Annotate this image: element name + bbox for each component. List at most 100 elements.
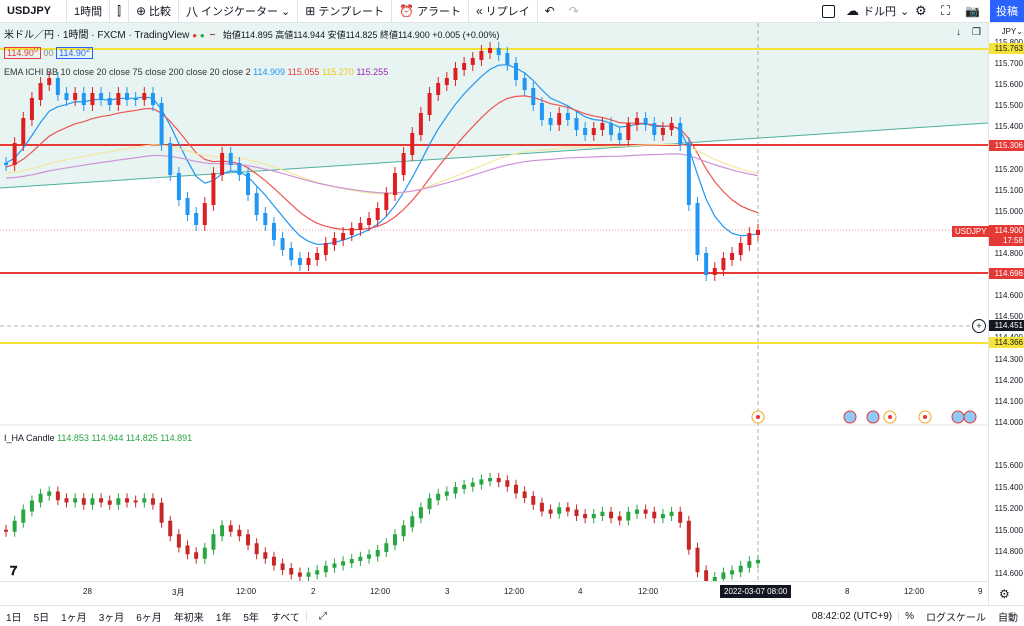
pane-restore-button[interactable]: ❐	[972, 27, 981, 38]
price-axis[interactable]: JPY⌄ 115.800 115.700 115.600 115.500 115.400…	[988, 23, 1024, 605]
range-ytd-button[interactable]: 年初来	[173, 612, 204, 624]
time-label: 8	[845, 587, 850, 596]
alert-label: アラート	[416, 6, 461, 18]
candle-body	[747, 233, 752, 245]
range-all-button[interactable]: すべて	[270, 612, 300, 624]
redo-button[interactable]: ↷	[562, 0, 586, 22]
candle-body	[176, 173, 181, 200]
ha-body	[99, 498, 104, 503]
undo-button[interactable]: ↶	[538, 0, 562, 22]
candle-body	[306, 258, 311, 265]
ha-body	[38, 493, 43, 503]
candle-body	[332, 238, 337, 245]
spread-value: 00	[43, 48, 54, 58]
range-5y-button[interactable]: 5年	[243, 612, 259, 624]
minus-icon[interactable]: −	[207, 30, 218, 41]
replay-icon: «	[475, 4, 483, 18]
candle-body	[21, 118, 26, 145]
ha-body	[505, 480, 510, 487]
auto-scale-toggle[interactable]: 自動	[998, 612, 1018, 624]
price-label-text: 114.900	[994, 226, 1023, 235]
candle-body	[522, 78, 527, 90]
price-tick: 114.300	[994, 354, 1023, 364]
interval-button[interactable]: 1時間	[67, 0, 111, 22]
range-1y-button[interactable]: 1年	[215, 612, 232, 624]
ha-body	[332, 563, 337, 568]
log-scale-toggle[interactable]: ログスケール	[926, 612, 986, 624]
ha-body	[626, 511, 631, 521]
range-1d-button[interactable]: 1日	[6, 612, 22, 624]
currency-unit-button[interactable]: JPY⌄	[1001, 27, 1023, 36]
price-tick: 114.600	[994, 568, 1023, 578]
flag-us-icon[interactable]	[951, 410, 965, 424]
ha-body	[418, 507, 423, 519]
symbol-search-button[interactable]: USDJPY	[0, 0, 67, 22]
candle-body	[643, 118, 648, 125]
ha-body	[583, 514, 588, 519]
range-6m-button[interactable]: 6ヶ月	[136, 612, 162, 624]
price-label-text: 115.763	[994, 44, 1023, 53]
time-axis[interactable]: 28 3月 12:00 2 12:00 3 12:00 4 12:00 8 12…	[0, 581, 988, 606]
ha-body	[125, 498, 130, 503]
event-dot-icon	[888, 415, 892, 419]
range-1m-button[interactable]: 1ヶ月	[61, 612, 87, 624]
settings-button[interactable]: ⚙	[915, 0, 927, 22]
cloud-area	[0, 23, 988, 188]
clock[interactable]: 08:42:02 (UTC+9)	[811, 610, 893, 622]
candle-body	[721, 258, 726, 270]
candle-body	[150, 93, 155, 105]
flag-us-icon[interactable]	[843, 410, 857, 424]
flag-us-icon[interactable]	[963, 410, 977, 424]
chart-type-button[interactable]: ⫿	[110, 0, 129, 22]
chart-canvas[interactable]: 𝟕	[0, 23, 989, 587]
sell-price[interactable]: 114.900	[4, 45, 42, 59]
event-dot-icon	[756, 415, 760, 419]
alert-button[interactable]: ⏰ アラート	[392, 0, 469, 22]
templates-button[interactable]: ⊞ テンプレート	[298, 0, 392, 22]
candle-body	[254, 193, 259, 215]
ha-body	[211, 534, 216, 550]
candle-body	[280, 238, 285, 250]
layout-button[interactable]	[822, 0, 835, 22]
ohlc-values: 始値114.895 高値114.944 安値114.825 終値114.900 …	[222, 30, 500, 40]
post-button[interactable]: 投稿	[990, 0, 1024, 22]
symbol-tag-text: USDJPY	[955, 227, 987, 236]
currency-button[interactable]: ☁ ドル円 ⌄	[846, 0, 909, 22]
ha-high: 114.944	[91, 433, 124, 443]
ha-body	[712, 577, 717, 582]
candle-body	[548, 118, 553, 125]
axis-settings-button[interactable]: ⚙	[999, 587, 1010, 601]
indicators-button[interactable]: ⼋インジケーター ⌄	[179, 0, 299, 22]
buy-price[interactable]: 114.902	[56, 45, 94, 59]
candle-body	[444, 78, 449, 85]
crosshair-price-label: 114.451	[989, 320, 1024, 331]
time-label: 9	[978, 587, 983, 596]
ha-body	[323, 565, 328, 573]
ha-body	[81, 498, 86, 505]
price-tick: 114.100	[994, 396, 1023, 406]
price-label-114366: 114.366	[989, 337, 1024, 348]
flag-us-icon[interactable]	[866, 410, 880, 424]
range-3m-button[interactable]: 3ヶ月	[98, 612, 125, 624]
snapshot-button[interactable]: 📷	[965, 0, 980, 22]
ha-body	[531, 496, 536, 505]
percent-toggle[interactable]: %	[898, 610, 920, 622]
chart-area[interactable]: 𝟕	[0, 23, 989, 587]
undo-icon: ↶	[544, 4, 555, 18]
ha-body	[522, 491, 527, 498]
candle-body	[47, 78, 52, 85]
range-5d-button[interactable]: 5日	[33, 612, 50, 624]
time-label: 28	[83, 587, 92, 596]
pane-down-button[interactable]: ↓	[956, 27, 961, 38]
symbol-label: USDJPY	[7, 5, 52, 17]
chevron-down-icon: ⌄	[281, 5, 291, 18]
ha-body	[254, 543, 259, 555]
compare-button[interactable]: ⊕ 比較	[129, 0, 180, 22]
goto-date-button[interactable]: ⤢	[305, 610, 339, 622]
fullscreen-button[interactable]: ⛶	[941, 0, 950, 22]
candle-body	[609, 123, 614, 135]
add-alert-button[interactable]: +	[972, 319, 986, 333]
ha-body	[548, 509, 553, 514]
sell-price-sup: 0	[33, 45, 39, 54]
replay-button[interactable]: «リプレイ	[469, 0, 538, 22]
